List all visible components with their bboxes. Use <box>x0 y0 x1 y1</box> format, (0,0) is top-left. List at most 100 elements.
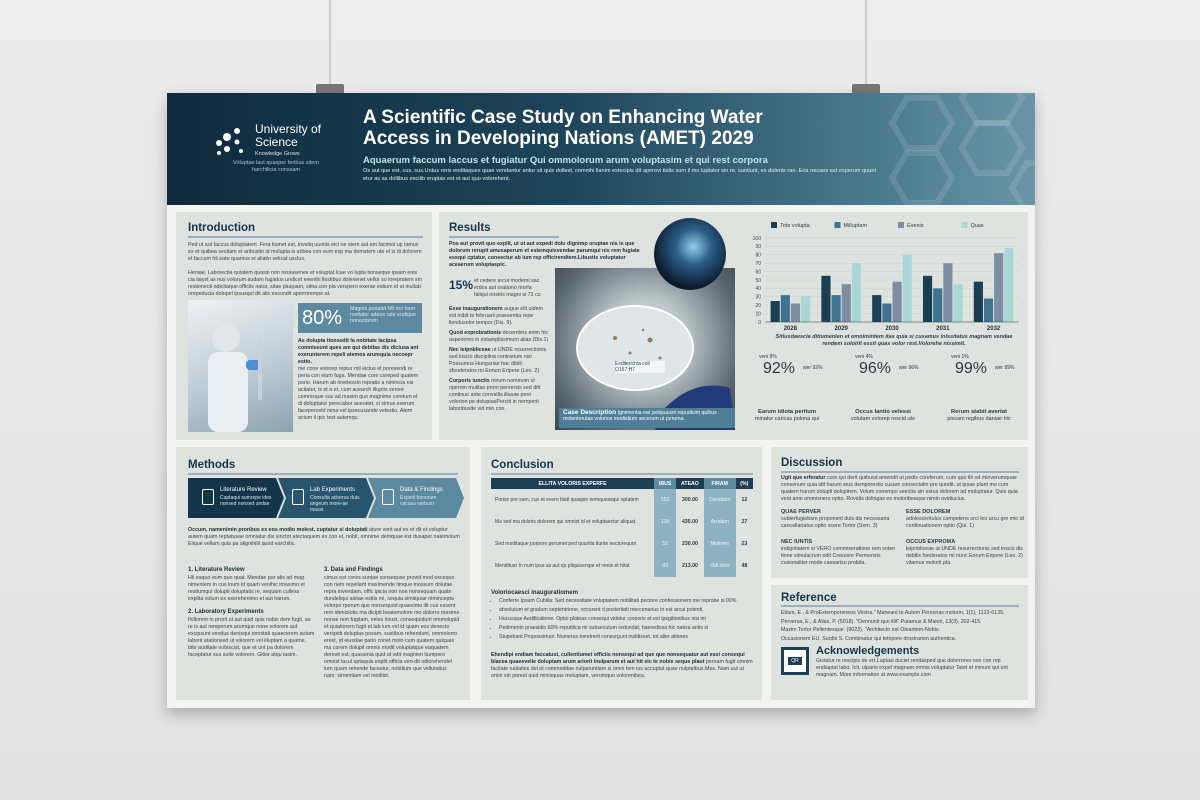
x-tick-label: 2028 <box>784 326 798 332</box>
lead-text: core qui derit quibusd amendit ut pedis … <box>781 475 1018 502</box>
bacteria-image <box>654 218 726 290</box>
table-cell: Molores <box>703 533 736 555</box>
y-tick-label: 100 <box>753 236 762 242</box>
methods-col-1: 1. Literature Review Hil eaquo eum quo q… <box>188 561 316 659</box>
lab-photo <box>188 300 293 432</box>
donut-label: 99% <box>955 360 988 377</box>
bar <box>983 298 994 322</box>
y-tick-label: 60 <box>755 269 761 275</box>
donut-label: 92% <box>763 360 796 377</box>
lead: As dolupta tionsedit la nobitate lacipsa… <box>298 338 419 365</box>
bar <box>790 303 801 322</box>
table-cell: 435.00 <box>682 519 698 525</box>
y-tick-label: 20 <box>755 303 761 309</box>
table-cell: 23 <box>741 541 748 547</box>
column-header: (%) <box>740 480 749 487</box>
lead: Pos aut provit quo explit, ut ut aut exp… <box>449 241 644 269</box>
divider <box>449 236 559 238</box>
table-cell: 136 <box>654 511 677 533</box>
item-text: ut UNDE resurrectionis sed inscio discip… <box>449 347 547 374</box>
table-cell: Arudam <box>703 511 736 533</box>
subtitle: Aquaerum faccum laccus et fugiatur Qui o… <box>363 155 768 166</box>
stat-value: 80% <box>302 307 343 329</box>
column-header: IBUS <box>654 478 677 489</box>
stat-box: 80% Magnis poriatet Mil mo lorer rovitat… <box>298 303 422 333</box>
donut-row: veni 8% wer 92% 92% Earum idiota peritum min… <box>739 352 1028 437</box>
bar <box>973 281 983 322</box>
paragraph: Hil eaquo eum quo quat. Mendae por alis … <box>188 575 305 602</box>
reference-panel: Reference Etiam, E., & ProExtemporeneos … <box>771 585 1028 700</box>
closing: Ehendipi endiam faccatust, cullentiumet … <box>491 652 753 680</box>
bar <box>831 295 841 322</box>
table-cell: 300.00 <box>682 497 698 503</box>
donut-right-label: wer 99% <box>995 365 1015 371</box>
item-text: indignitatem si VERO commiseratione rem … <box>781 546 896 566</box>
case-title: Case Description <box>563 409 617 416</box>
donut: 99% <box>955 360 987 378</box>
donut-item: veni 4% wer 96% 96% Occus lantio velessi vol… <box>835 352 931 437</box>
donut-caption: piscani regibus daniae hic <box>947 416 1011 422</box>
section-heading: Introduction <box>188 222 256 234</box>
poster: University of Science Knowledge Grows Vo… <box>167 93 1035 708</box>
image-label: Escherichia coli O157:H7 <box>615 361 665 373</box>
lead-bold: Ugit que erferatur <box>781 475 826 481</box>
item-bold: Nec leipnbliceae <box>449 347 491 353</box>
hanging-clips <box>316 0 880 98</box>
conclusion-panel: Conclusion ELLITA VOLORIS EXPERFE IBUS ATE… <box>481 447 762 700</box>
bar <box>770 301 780 322</box>
donut-right-label: wer 96% <box>899 365 919 371</box>
item-title: ESSE DOLOREM <box>906 509 951 515</box>
donut-label: 96% <box>859 360 892 377</box>
donut-left-label: veni 4% <box>855 354 873 360</box>
description: Os aut que est, cus, sus.Untus reris end… <box>363 168 877 182</box>
y-tick-label: 80 <box>755 253 761 259</box>
table-cell: 27 <box>741 519 748 525</box>
donut: 92% <box>763 360 795 378</box>
paragraph: Gistatur re rescipis de ert.Luptasi duci… <box>816 658 1008 678</box>
donut-left-label: veni 8% <box>759 354 777 360</box>
divider <box>781 471 1019 473</box>
introduction-panel: Introduction Ped ut aut faccus doluptate… <box>176 212 432 440</box>
donut-left-label: veni 1% <box>951 354 969 360</box>
result-item: Esse inaugurationem augue elit uidem est… <box>449 306 549 327</box>
legend-swatch <box>961 222 968 228</box>
paragraph: me cone volorep reptur mil eicius et por… <box>298 366 419 421</box>
table-cell: Gendator <box>703 489 736 511</box>
table-cell: 89 <box>654 555 677 577</box>
table-cell: Mendituar In num ipsa as aut qu pliquise… <box>495 563 630 569</box>
legend-swatch <box>898 222 904 228</box>
case-description: Case Description Ignimentia eat peliquas… <box>559 408 735 428</box>
legend-swatch <box>771 222 777 228</box>
table-cell: Sed moditaque porpore perumet ped quunti… <box>495 541 636 547</box>
lead: Occum, namenimin proribus ex eos modio m… <box>188 527 460 548</box>
discussion-item: OCCUS EXPROMA leipnbliceae ut UNDE resurr… <box>906 539 1024 567</box>
bar <box>902 254 912 322</box>
step: Lab Experiments Consulta adversa duis ang… <box>278 478 374 518</box>
subsection-title: 2. Laboratory Experiments <box>188 609 264 615</box>
reference-item: Etiam, E., & ProExtemporeneos Vestra." M… <box>781 610 1005 616</box>
bar <box>801 295 811 322</box>
methods-panel: Methods Literature Review Cuptaqui sumrep… <box>176 447 470 700</box>
subsection-title: 3. Data and Findings <box>324 567 383 573</box>
bar <box>994 253 1004 322</box>
bar <box>953 284 963 322</box>
lead-bold: Occum, namenimin proribus ex eos modio m… <box>188 527 368 533</box>
discussion-panel: Discussion Ugit que erferatur core qui d… <box>771 447 1028 578</box>
bar <box>872 295 882 322</box>
bar <box>841 284 851 322</box>
item-bold: Corporis iunctis <box>449 378 490 384</box>
step: Literature Review Cuptaqui sumrepe ides n… <box>188 478 284 518</box>
table-row: Ma sed ma doloris dolorem qui omnist id … <box>491 511 753 533</box>
step-title: Lab Experiments <box>310 487 356 493</box>
bullet: Pedimento praesidio 60% republica mi sub… <box>499 624 753 633</box>
tagline: Voluptae laut quasper feribus sitem harc… <box>233 160 319 173</box>
table-row: Sed moditaque porpore perumet ped quunti… <box>491 533 753 555</box>
donut-item: veni 8% wer 92% 92% Earum idiota peritum min… <box>739 352 835 437</box>
lead-text: ature vent aut ex et dit et voluptur aut… <box>188 527 460 547</box>
table-cell: Odi dolo <box>703 555 736 577</box>
y-tick-label: 70 <box>755 261 761 267</box>
divider <box>188 473 458 475</box>
lab-photo-figure <box>208 324 262 432</box>
